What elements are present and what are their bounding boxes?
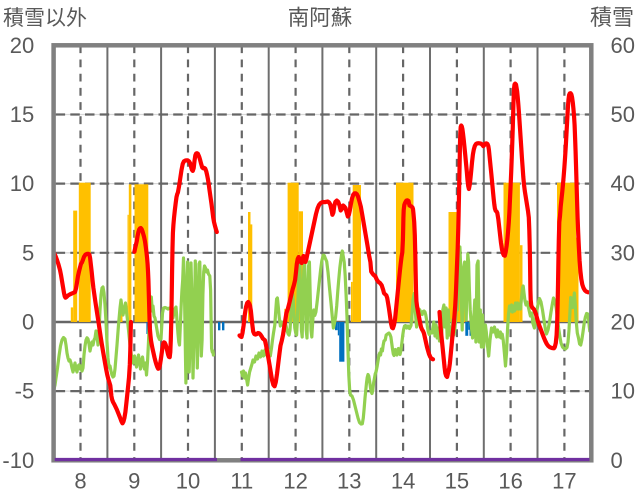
svg-text:14: 14: [391, 469, 415, 494]
svg-text:10: 10: [611, 379, 635, 404]
svg-text:0: 0: [611, 448, 623, 473]
svg-text:-10: -10: [2, 448, 34, 473]
svg-text:10: 10: [176, 469, 200, 494]
svg-text:南阿蘇: 南阿蘇: [288, 6, 353, 30]
svg-text:40: 40: [611, 171, 635, 196]
svg-text:8: 8: [74, 469, 86, 494]
svg-text:-5: -5: [15, 379, 35, 404]
svg-text:5: 5: [22, 240, 34, 265]
svg-text:9: 9: [128, 469, 140, 494]
svg-text:50: 50: [611, 102, 635, 127]
svg-text:17: 17: [552, 469, 576, 494]
svg-text:積雪: 積雪: [590, 5, 634, 30]
svg-text:12: 12: [283, 469, 307, 494]
svg-text:15: 15: [10, 102, 34, 127]
svg-text:11: 11: [230, 469, 253, 494]
svg-text:積雪以外: 積雪以外: [3, 7, 87, 30]
svg-text:0: 0: [22, 310, 34, 335]
svg-text:13: 13: [337, 469, 361, 494]
svg-text:10: 10: [10, 171, 34, 196]
svg-text:20: 20: [611, 310, 635, 335]
svg-text:16: 16: [498, 469, 522, 494]
svg-text:20: 20: [10, 33, 34, 58]
svg-text:60: 60: [611, 33, 635, 58]
svg-text:30: 30: [611, 240, 635, 265]
svg-text:15: 15: [445, 469, 469, 494]
